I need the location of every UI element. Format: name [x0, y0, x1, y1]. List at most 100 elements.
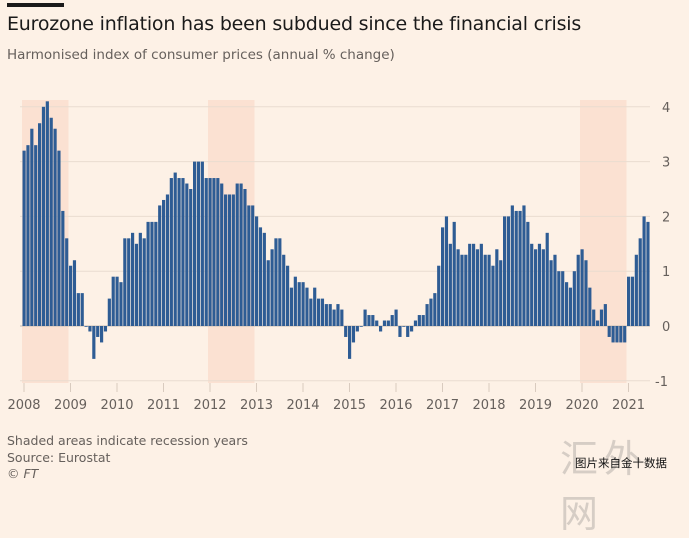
bar	[289, 287, 294, 326]
x-tick-label: 2015	[333, 398, 366, 413]
bar	[514, 210, 518, 326]
recession-note: Shaded areas indicate recession years	[7, 433, 248, 448]
bar	[627, 276, 631, 326]
bar	[444, 216, 449, 326]
bar	[491, 265, 495, 326]
bar	[421, 315, 425, 326]
recession-shading	[22, 100, 627, 383]
bar	[557, 271, 561, 326]
x-axis: 2008 2009 2010 2011 2012 2013 2014 2015 2016 2017…	[7, 383, 645, 413]
bar	[88, 326, 92, 332]
bar	[398, 326, 402, 337]
bar	[251, 205, 255, 326]
x-tick-label: 2020	[565, 398, 598, 413]
bar	[158, 205, 162, 326]
bar	[193, 161, 197, 326]
bar	[390, 315, 394, 326]
x-tick-label: 2011	[147, 398, 180, 413]
bar	[545, 232, 549, 326]
bar	[76, 293, 80, 326]
bar	[131, 232, 135, 326]
bar	[472, 243, 476, 326]
bar	[506, 216, 511, 326]
bar	[26, 145, 30, 326]
bar	[138, 232, 142, 326]
y-tick-label: 2	[662, 210, 670, 225]
bar	[165, 194, 170, 326]
bar	[103, 326, 108, 332]
bar	[642, 216, 646, 326]
bar	[375, 320, 379, 326]
bar	[406, 326, 410, 337]
bar	[181, 178, 185, 326]
bar	[255, 216, 259, 326]
bar	[142, 238, 146, 326]
bar	[169, 178, 173, 326]
bar	[320, 298, 325, 326]
bar	[224, 194, 228, 326]
bar	[561, 271, 565, 326]
bar	[57, 150, 61, 326]
bar	[417, 315, 421, 326]
bar	[123, 238, 127, 326]
bar	[162, 199, 166, 326]
title-accent-bar	[7, 3, 64, 7]
bar	[526, 221, 530, 326]
bar	[460, 254, 464, 326]
bar	[150, 221, 154, 326]
x-tick-label: 2017	[426, 398, 459, 413]
bar	[382, 320, 387, 326]
bar	[518, 210, 522, 326]
bar	[266, 260, 270, 326]
y-tick-label: 4	[662, 101, 670, 116]
bar	[69, 265, 73, 326]
chart-title: Eurozone inflation has been subdued sinc…	[7, 13, 582, 35]
x-tick-label: 2009	[54, 398, 87, 413]
bar	[634, 254, 638, 326]
x-tick-label: 2008	[7, 398, 40, 413]
bar	[30, 128, 34, 326]
bar	[603, 304, 607, 326]
bar	[100, 326, 104, 343]
bar	[456, 249, 460, 326]
bar	[615, 326, 619, 343]
bar	[638, 238, 642, 326]
bar	[402, 326, 406, 327]
recession-shade	[208, 100, 255, 383]
y-tick-label: -1	[655, 375, 668, 390]
bar	[134, 243, 139, 326]
chart-subtitle: Harmonised index of consumer prices (ann…	[7, 47, 395, 63]
x-tick-label: 2021	[612, 398, 645, 413]
bar	[278, 238, 282, 326]
bar	[177, 178, 181, 326]
bar	[49, 117, 53, 326]
copyright-note: © FT	[7, 466, 39, 481]
bar	[553, 254, 557, 326]
bar	[344, 326, 348, 337]
bar	[510, 205, 514, 326]
bar	[596, 320, 600, 326]
bar	[413, 320, 418, 326]
bar	[534, 249, 538, 326]
bar	[173, 172, 177, 326]
bar	[154, 221, 158, 326]
bar	[619, 326, 623, 343]
bar	[293, 276, 297, 326]
bar	[495, 249, 499, 326]
watermark-caption: 图片来自金十数据	[575, 456, 667, 470]
y-tick-label: 3	[662, 156, 670, 171]
bar	[72, 260, 77, 326]
gridlines	[20, 106, 650, 382]
x-tick-label: 2018	[472, 398, 505, 413]
bar	[119, 282, 123, 326]
bar	[247, 205, 251, 326]
bar	[107, 298, 111, 326]
x-tick-label: 2014	[286, 398, 319, 413]
bar	[348, 326, 352, 359]
y-tick-label: 1	[662, 265, 670, 280]
x-tick-label: 2019	[519, 398, 552, 413]
x-tick-label: 2016	[379, 398, 412, 413]
bar	[611, 326, 615, 343]
bar	[359, 326, 363, 327]
bar	[437, 265, 441, 326]
